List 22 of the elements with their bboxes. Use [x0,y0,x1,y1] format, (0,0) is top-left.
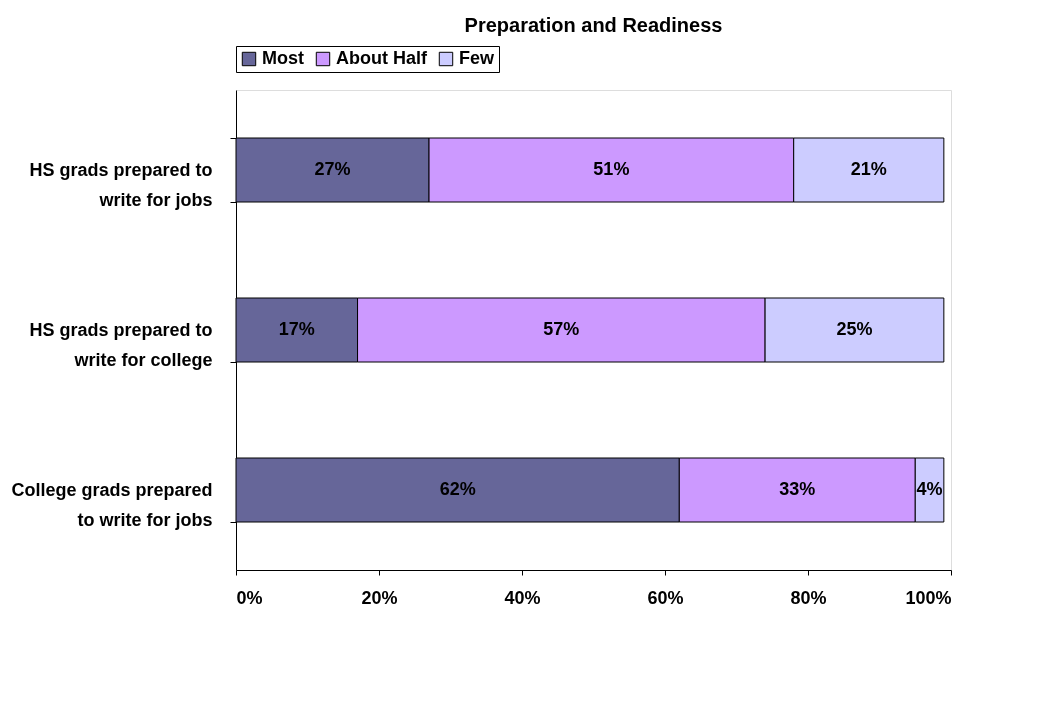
data-label: 51% [593,159,630,179]
data-label: 25% [836,319,873,339]
y-tick-label: HS grads prepared to write for jobs [29,159,213,210]
data-label: 62% [439,479,476,499]
x-tick-label: 0% [236,587,263,608]
data-label: 33% [779,479,816,499]
x-tick-label: 20% [361,587,398,608]
legend-label: About Half [336,48,428,68]
data-label: 21% [850,159,887,179]
y-tick-label: College grads prepared to write for jobs [11,479,213,530]
x-tick-label: 100% [905,587,952,608]
data-label: 57% [543,319,580,339]
y-tick-label: HS grads prepared to write for college [29,319,213,370]
x-tick-label: 80% [790,587,827,608]
chart-title: Preparation and Readiness [464,13,723,36]
legend-label: Most [262,48,304,68]
x-tick-label: 40% [504,587,541,608]
x-tick-label: 60% [647,587,684,608]
legend-label: Few [459,48,496,68]
data-label: 4% [916,479,943,499]
data-label: 27% [314,159,351,179]
data-label: 17% [278,319,315,339]
